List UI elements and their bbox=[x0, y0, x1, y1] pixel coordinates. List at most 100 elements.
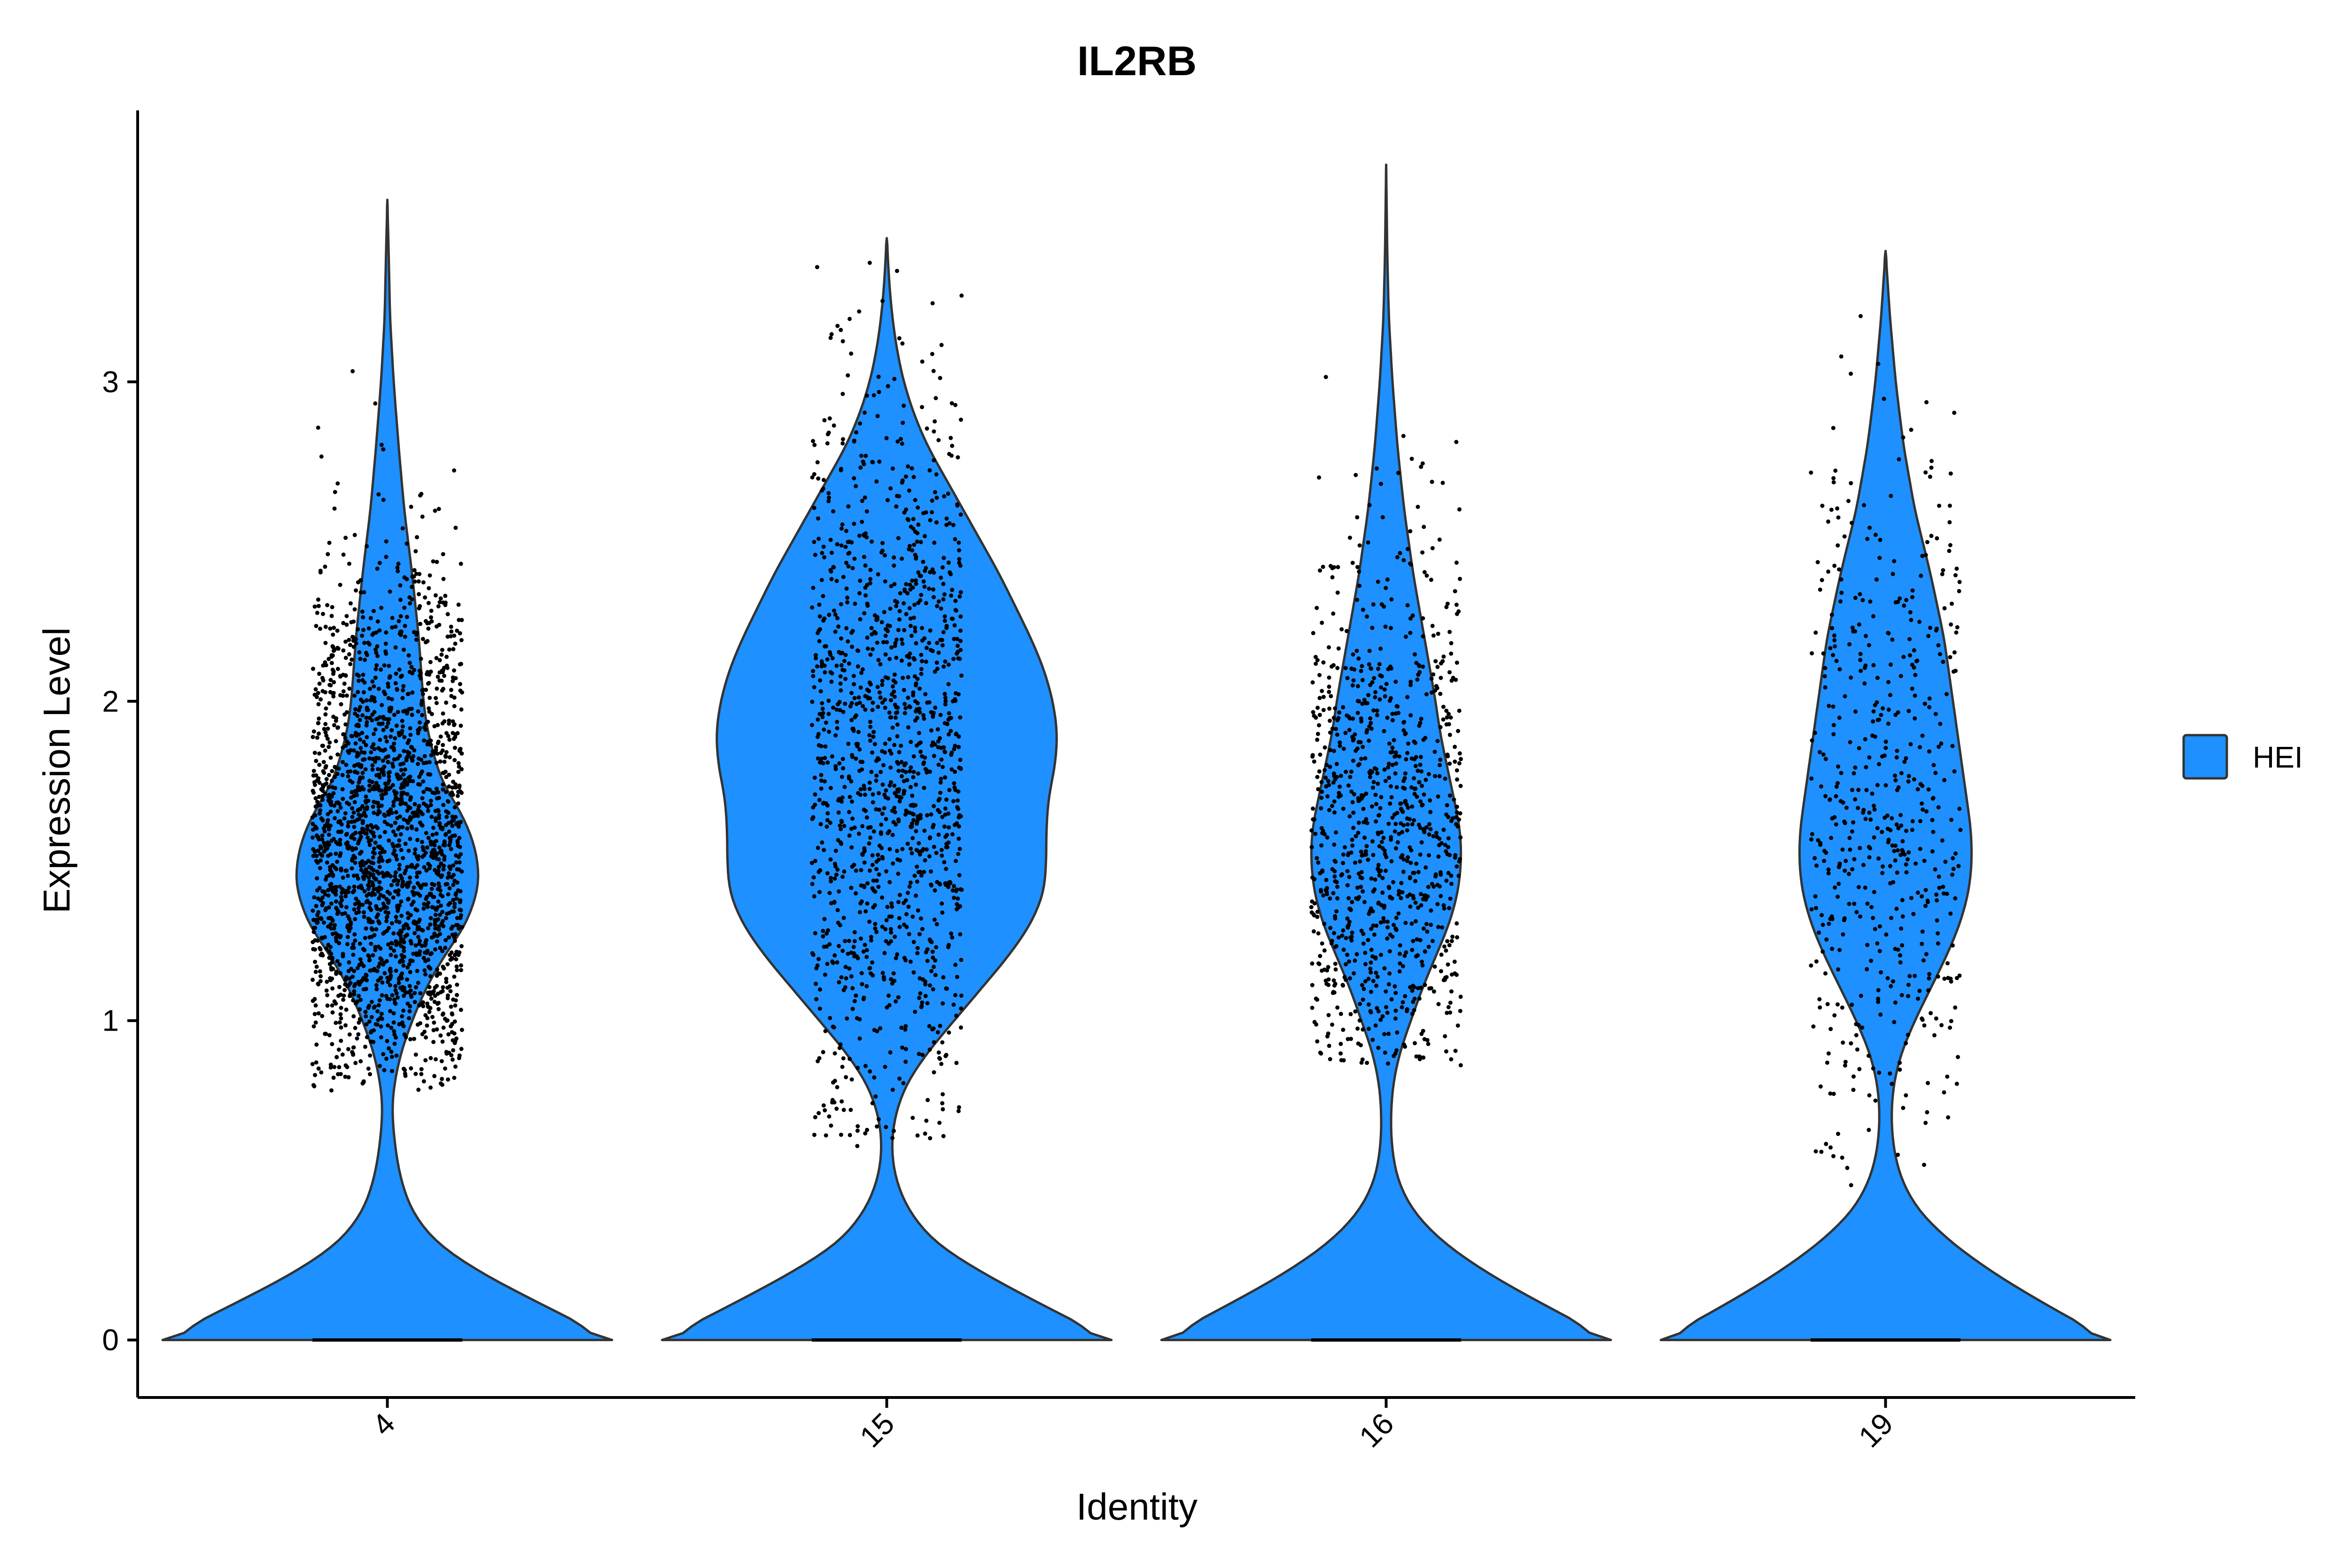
data-point bbox=[1850, 830, 1854, 834]
data-point bbox=[418, 783, 422, 787]
data-point bbox=[381, 931, 385, 936]
data-point bbox=[869, 939, 873, 943]
data-point bbox=[1374, 924, 1378, 928]
data-point bbox=[1414, 661, 1418, 665]
data-point bbox=[953, 623, 957, 628]
data-point bbox=[1816, 560, 1820, 564]
data-point bbox=[835, 324, 840, 328]
data-point bbox=[840, 527, 844, 531]
data-point bbox=[414, 891, 418, 895]
data-point bbox=[856, 664, 860, 668]
data-point bbox=[1957, 807, 1961, 811]
data-point bbox=[1408, 631, 1412, 635]
data-point bbox=[1403, 771, 1408, 776]
data-point bbox=[424, 761, 428, 765]
data-point bbox=[912, 543, 916, 547]
data-point bbox=[451, 675, 455, 680]
data-point bbox=[933, 669, 937, 674]
data-point bbox=[855, 1144, 859, 1148]
data-point bbox=[1851, 626, 1855, 630]
data-point bbox=[818, 868, 822, 872]
data-point bbox=[849, 974, 854, 978]
data-point bbox=[910, 851, 914, 855]
data-point bbox=[459, 618, 464, 622]
data-point bbox=[330, 614, 334, 618]
data-point bbox=[386, 760, 390, 764]
data-point bbox=[358, 746, 363, 750]
data-point bbox=[1819, 784, 1823, 789]
data-point bbox=[1867, 811, 1872, 815]
data-point bbox=[1347, 814, 1352, 818]
data-point bbox=[1323, 776, 1328, 780]
data-point bbox=[1836, 1132, 1840, 1136]
data-point bbox=[854, 869, 858, 873]
data-point bbox=[1358, 1002, 1362, 1006]
data-point bbox=[1879, 713, 1883, 717]
data-point bbox=[343, 736, 348, 740]
data-point bbox=[422, 1079, 426, 1083]
data-point bbox=[1367, 1002, 1371, 1007]
data-point bbox=[1896, 826, 1900, 831]
data-point bbox=[959, 994, 964, 998]
data-point bbox=[367, 935, 372, 939]
data-point bbox=[1331, 612, 1335, 616]
data-point bbox=[1365, 844, 1369, 848]
data-point bbox=[1859, 994, 1863, 998]
data-point bbox=[1399, 896, 1403, 900]
data-point bbox=[400, 800, 404, 804]
data-point bbox=[1447, 630, 1452, 634]
data-point bbox=[1347, 907, 1352, 911]
data-point bbox=[370, 893, 374, 897]
data-point bbox=[1416, 906, 1420, 910]
data-point bbox=[1358, 859, 1362, 863]
data-point bbox=[950, 401, 954, 405]
data-point bbox=[1417, 780, 1421, 784]
data-point bbox=[441, 1040, 445, 1044]
data-point bbox=[1874, 1099, 1878, 1103]
data-point bbox=[394, 943, 398, 947]
data-point bbox=[318, 811, 322, 815]
data-point bbox=[1373, 877, 1377, 882]
data-point bbox=[414, 637, 419, 642]
data-point bbox=[377, 880, 381, 885]
data-point bbox=[868, 720, 872, 724]
data-point bbox=[920, 659, 924, 663]
data-point bbox=[318, 886, 322, 890]
data-point bbox=[400, 971, 404, 976]
data-point bbox=[1888, 881, 1892, 885]
data-point bbox=[1901, 655, 1906, 659]
data-point bbox=[398, 934, 403, 938]
data-point bbox=[393, 625, 397, 629]
data-point bbox=[370, 1000, 374, 1004]
data-point bbox=[364, 973, 368, 977]
data-point bbox=[832, 900, 837, 905]
data-point bbox=[336, 820, 341, 824]
data-point bbox=[846, 505, 850, 509]
data-point bbox=[1441, 705, 1446, 709]
data-point bbox=[902, 1081, 906, 1085]
data-point bbox=[1405, 751, 1409, 755]
data-point bbox=[324, 625, 328, 629]
data-point bbox=[439, 597, 443, 601]
data-point bbox=[357, 1021, 361, 1025]
data-point bbox=[943, 699, 948, 703]
data-point bbox=[899, 437, 903, 441]
data-point bbox=[1344, 978, 1348, 982]
data-point bbox=[911, 775, 915, 779]
data-point bbox=[928, 518, 933, 522]
data-point bbox=[1870, 792, 1875, 796]
data-point bbox=[869, 683, 873, 687]
data-point bbox=[875, 878, 879, 883]
data-point bbox=[1346, 896, 1351, 900]
data-point bbox=[906, 891, 910, 895]
data-point bbox=[385, 1039, 389, 1043]
data-point bbox=[413, 1000, 417, 1004]
data-point bbox=[880, 895, 884, 900]
data-point bbox=[416, 709, 420, 714]
data-point bbox=[1427, 772, 1431, 776]
data-point bbox=[865, 901, 870, 906]
data-point bbox=[424, 882, 428, 886]
data-point bbox=[1335, 885, 1339, 889]
data-point bbox=[435, 761, 439, 765]
